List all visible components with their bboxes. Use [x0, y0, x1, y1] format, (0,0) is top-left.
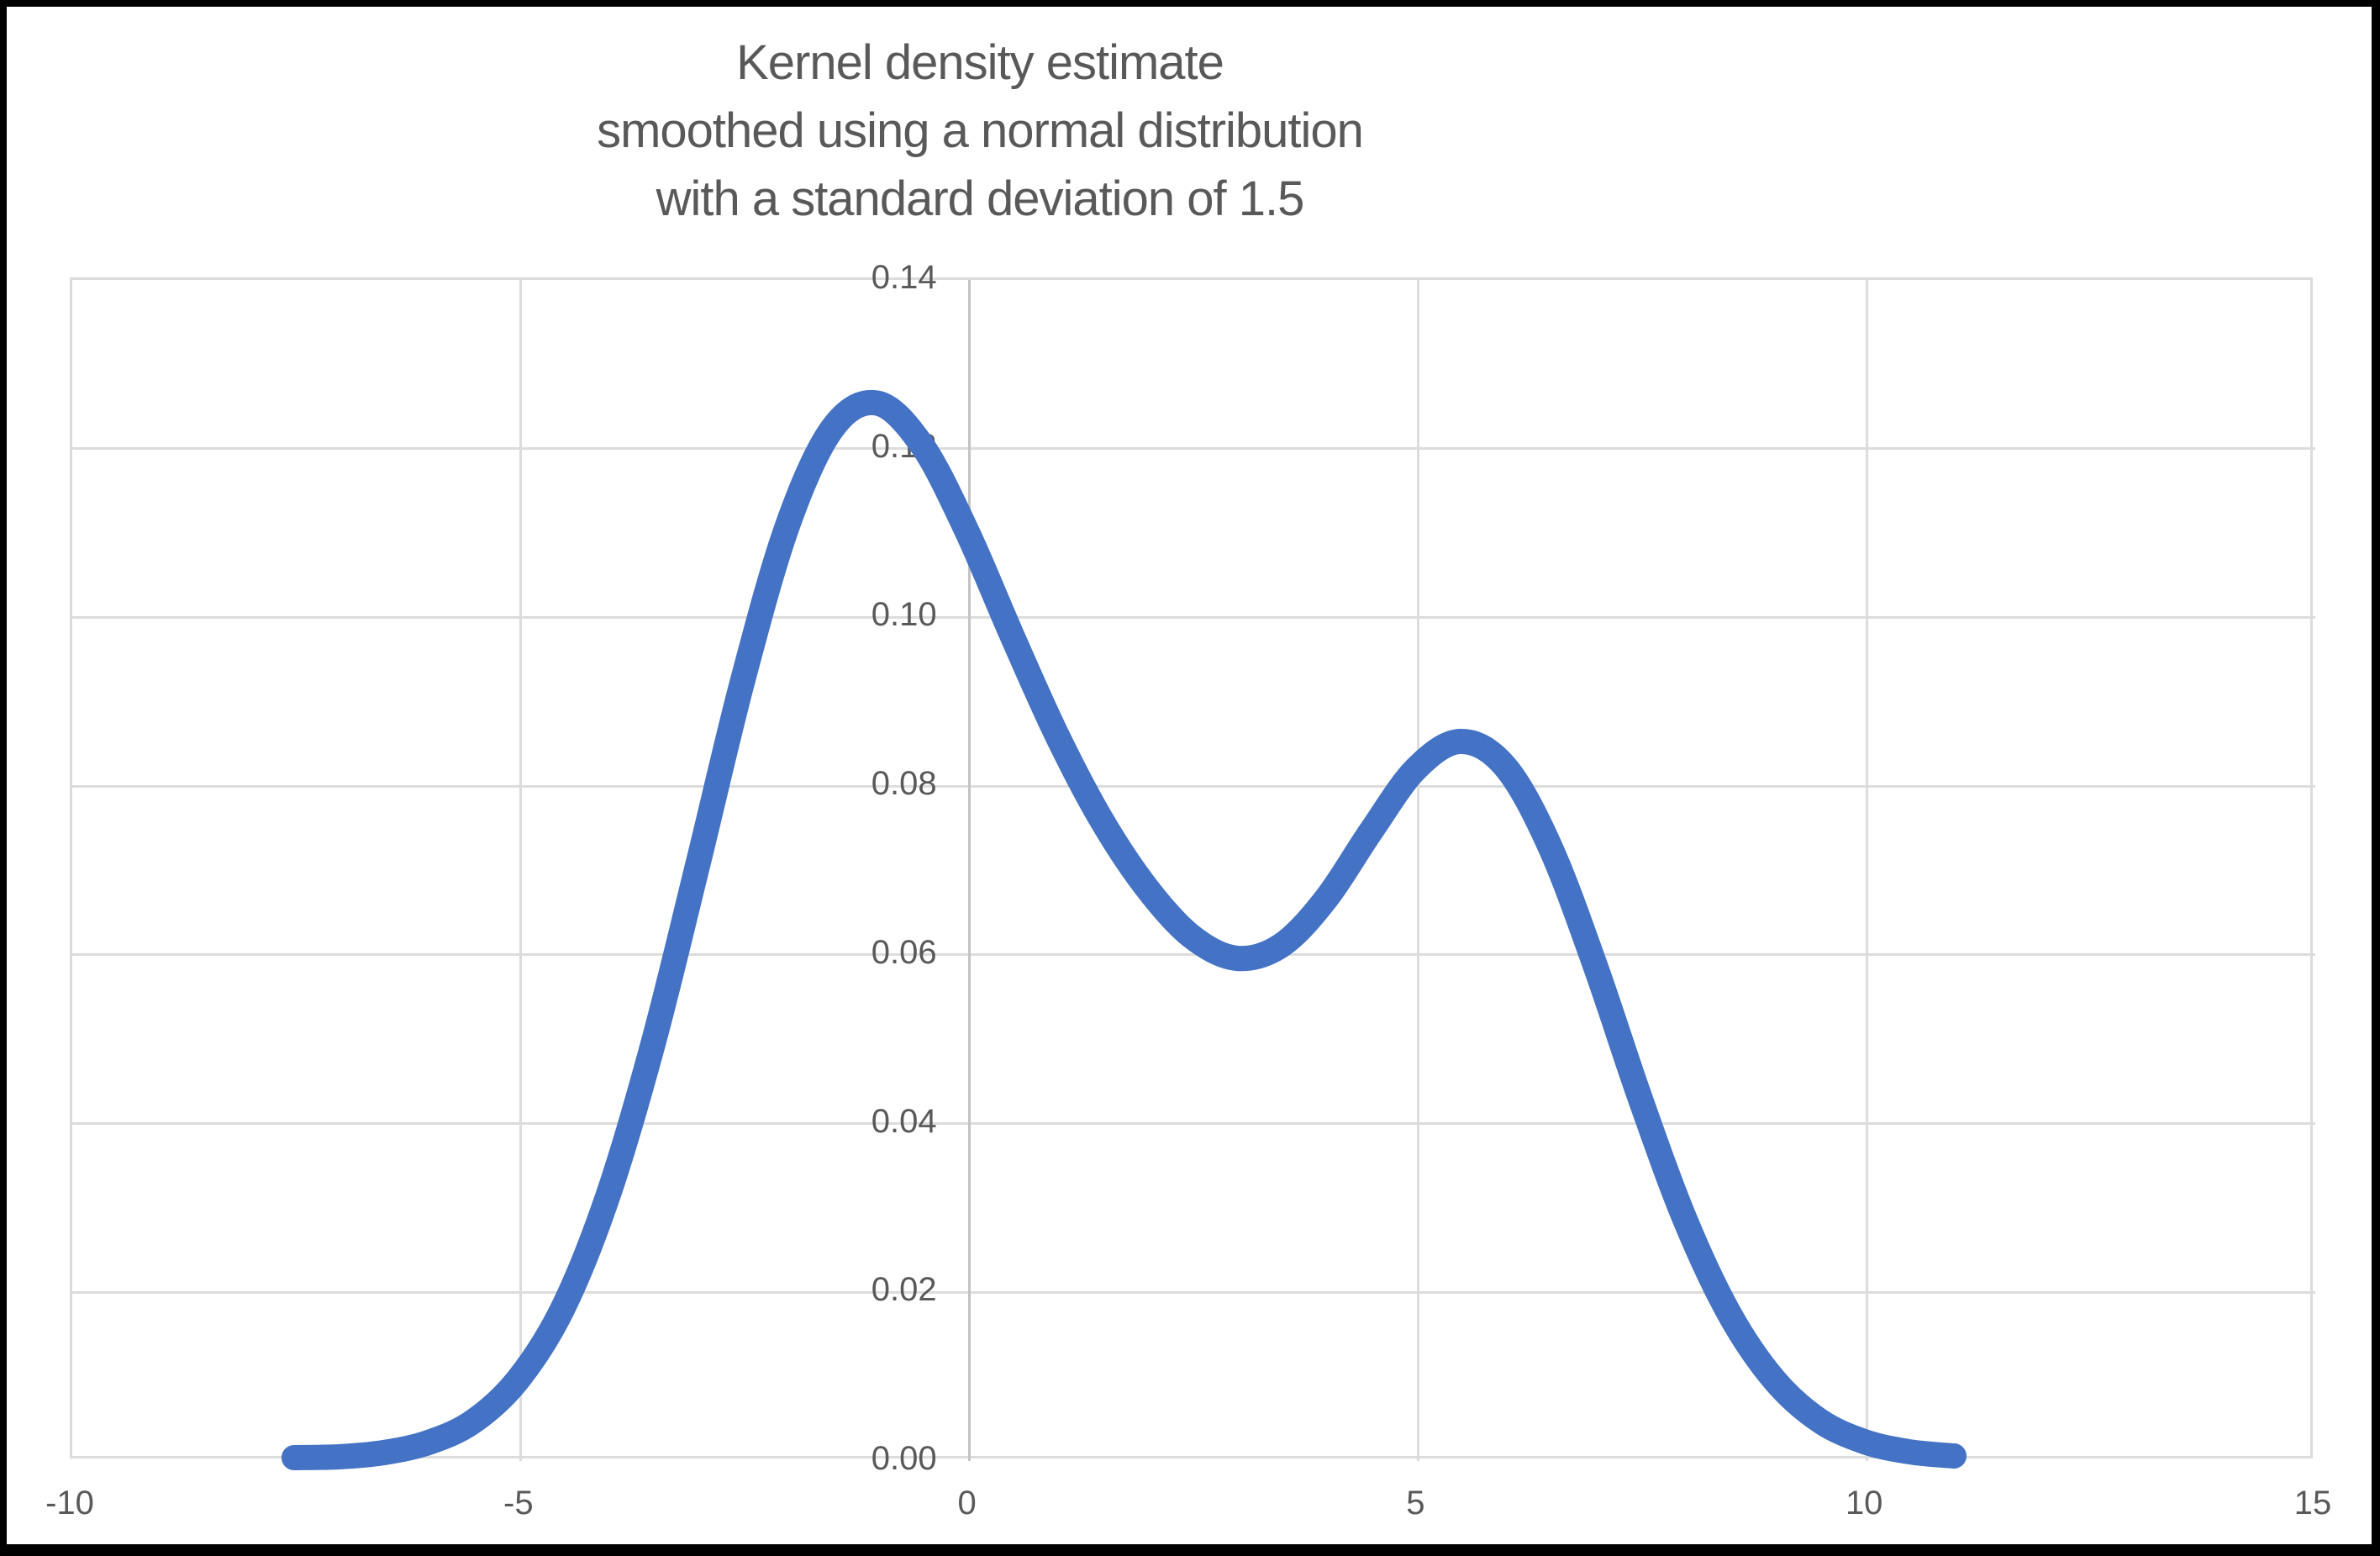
gridline-vertical	[1416, 280, 1419, 1461]
gridline-horizontal	[72, 1290, 2315, 1294]
plot-area	[70, 277, 2315, 1461]
y-axis-tick-label: 0.06	[871, 933, 937, 971]
y-axis-tick-label: 0.14	[871, 259, 937, 296]
x-axis-tick-label: -10	[45, 1485, 94, 1522]
y-axis-line	[968, 280, 971, 1461]
x-axis-tick-label: -5	[503, 1485, 534, 1522]
gridline-horizontal	[72, 953, 2315, 957]
gridline-vertical	[1865, 280, 1868, 1461]
y-axis-tick-label: 0.02	[871, 1271, 937, 1309]
y-axis-tick-label: 0.12	[871, 427, 937, 465]
chart-title-line-1: Kernel density estimate	[736, 35, 1224, 90]
y-axis-tick-label: 0.00	[871, 1440, 937, 1477]
chart-title-line-3: with a standard deviation of 1.5	[656, 171, 1305, 226]
gridline-horizontal	[72, 784, 2315, 788]
chart-canvas: Kernel density estimate smoothed using a…	[7, 7, 2372, 1544]
y-axis-tick-label: 0.04	[871, 1102, 937, 1140]
gridline-horizontal	[72, 447, 2315, 451]
gridline-vertical	[519, 280, 523, 1461]
x-axis-tick-label: 5	[1406, 1485, 1425, 1522]
x-axis-tick-label: 15	[2293, 1485, 2332, 1522]
x-axis-tick-label: 10	[1845, 1485, 1883, 1522]
chart-title: Kernel density estimate smoothed using a…	[7, 29, 1953, 233]
gridline-horizontal	[72, 615, 2315, 619]
chart-title-line-2: smoothed using a normal distribution	[597, 103, 1364, 158]
y-axis-tick-label: 0.10	[871, 596, 937, 634]
y-axis-tick-label: 0.08	[871, 765, 937, 803]
gridline-horizontal	[72, 1122, 2315, 1126]
x-axis-tick-label: 0	[957, 1485, 977, 1522]
